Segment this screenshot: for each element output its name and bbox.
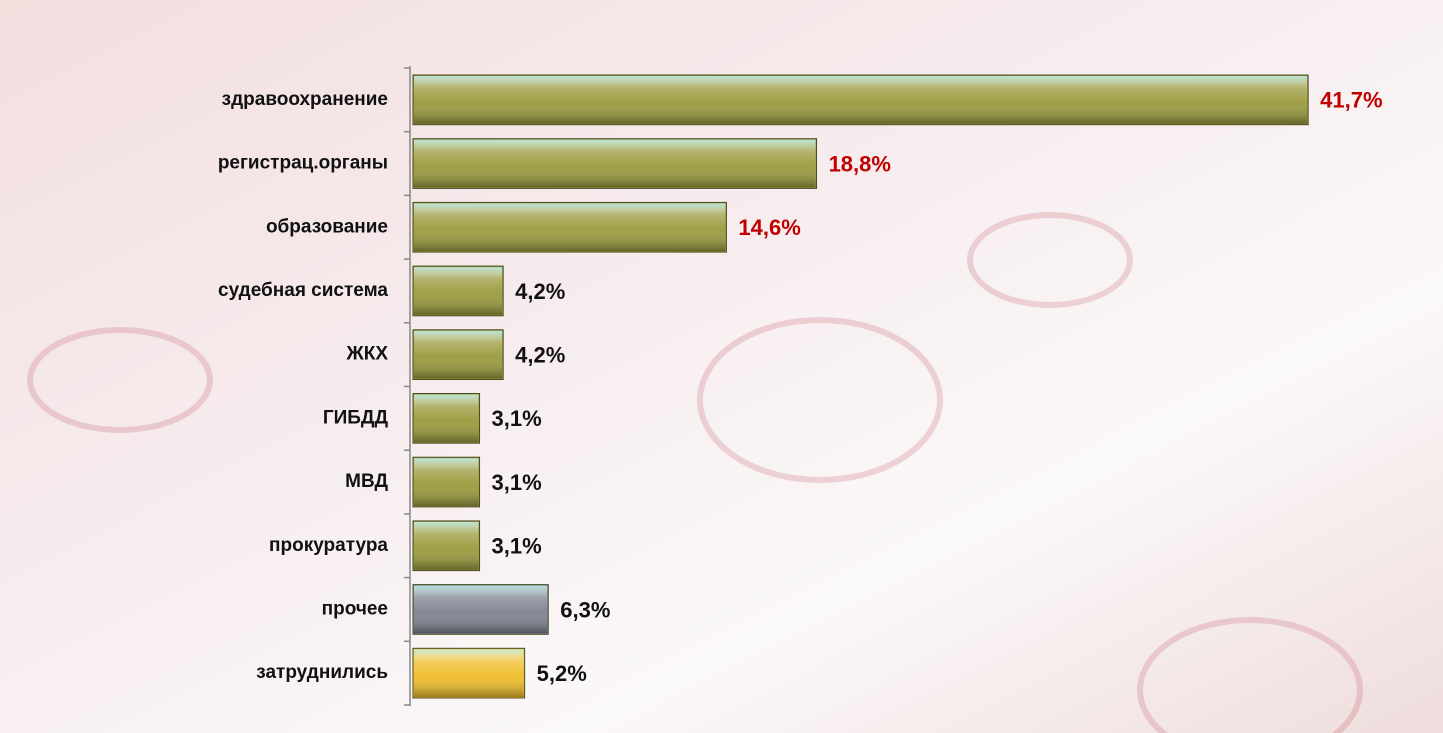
bar — [412, 584, 549, 635]
category-label: прочее — [322, 598, 388, 619]
category-label: МВД — [345, 471, 388, 492]
category-label: затруднились — [256, 662, 388, 683]
bar — [412, 520, 481, 572]
value-label: 3,1% — [492, 534, 542, 559]
value-label: 14,6% — [738, 215, 800, 240]
category-label: регистрац.органы — [218, 153, 388, 174]
background-decoration — [27, 212, 1363, 733]
value-label: 6,3% — [560, 597, 610, 622]
value-label: 4,2% — [515, 342, 565, 367]
value-label: 18,8% — [829, 151, 891, 176]
category-label: судебная система — [218, 280, 388, 301]
value-label: 41,7% — [1320, 88, 1382, 113]
value-label: 5,2% — [537, 661, 587, 686]
bar — [412, 329, 504, 380]
category-label: образование — [266, 216, 388, 237]
bar — [412, 393, 481, 444]
bar — [412, 74, 1309, 126]
bar — [412, 647, 526, 699]
category-label: прокуратура — [269, 535, 388, 556]
value-label: 3,1% — [492, 406, 542, 431]
category-label: ГИБДД — [323, 407, 389, 428]
category-label: ЖКХ — [346, 344, 389, 365]
value-label: 4,2% — [515, 279, 565, 304]
bar — [412, 201, 727, 253]
value-label: 3,1% — [492, 470, 542, 495]
bar — [412, 456, 481, 508]
category-label: здравоохранение — [222, 89, 388, 110]
bar — [412, 265, 504, 317]
bar — [412, 138, 818, 189]
